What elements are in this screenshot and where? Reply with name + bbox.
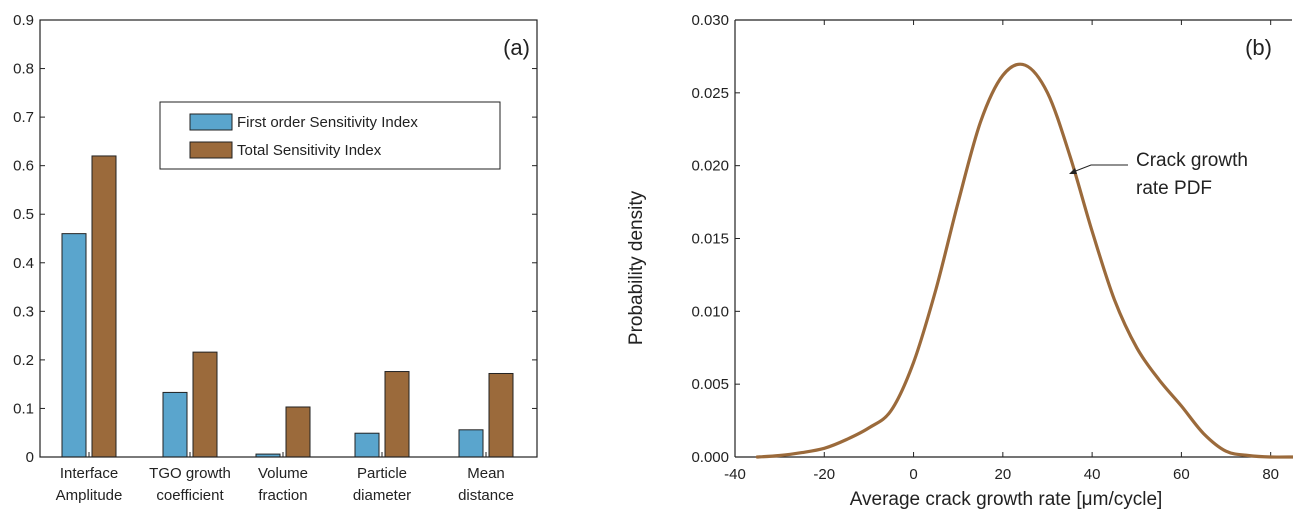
y-tick-label: 0.025 bbox=[691, 85, 729, 102]
annotation-text: Crack growth bbox=[1136, 150, 1248, 171]
x-tick-label: 80 bbox=[1262, 466, 1279, 483]
bar bbox=[192, 351, 218, 458]
y-axis-title: Probability density bbox=[626, 190, 647, 345]
y-axis-ticks: 0 0.1 0.2 0.3 0.4 0.5 0.6 0.7 0.8 0.9 bbox=[13, 12, 537, 466]
y-tick-label: 0.9 bbox=[13, 12, 34, 29]
y-tick-label: 0.1 bbox=[13, 400, 34, 417]
y-tick-label: 0.3 bbox=[13, 303, 34, 320]
y-tick-label: 0.020 bbox=[691, 158, 729, 175]
category-label: Mean bbox=[467, 465, 505, 482]
category-label: Interface bbox=[60, 465, 118, 482]
bar bbox=[91, 155, 117, 458]
y-tick-label: 0.030 bbox=[691, 12, 729, 29]
bar bbox=[384, 371, 410, 458]
legend-swatch bbox=[189, 113, 233, 131]
annotation-leader-line bbox=[1072, 164, 1128, 173]
y-tick-label: 0.5 bbox=[13, 206, 34, 223]
bar bbox=[162, 391, 188, 458]
y-tick-label: 0.4 bbox=[13, 255, 34, 272]
sensitivity-bar-chart: 0 0.1 0.2 0.3 0.4 0.5 0.6 0.7 0.8 0.9 Interface Am… bbox=[13, 12, 538, 504]
panel-label-b: (b) bbox=[1245, 35, 1272, 60]
x-tick-label: 60 bbox=[1173, 466, 1190, 483]
y-tick-label: 0.8 bbox=[13, 61, 34, 78]
annotation-arrowhead bbox=[1069, 168, 1077, 174]
pdf-curve bbox=[755, 62, 1293, 459]
category-label: Volume bbox=[258, 465, 308, 482]
bar bbox=[488, 372, 514, 458]
y-tick-label: 0.2 bbox=[13, 352, 34, 369]
y-tick-label: 0.010 bbox=[691, 303, 729, 320]
legend-label: Total Sensitivity Index bbox=[237, 142, 382, 159]
plot-frame bbox=[39, 19, 538, 458]
bar bbox=[458, 429, 484, 458]
y-tick-label: 0.000 bbox=[691, 449, 729, 466]
annotation-text: rate PDF bbox=[1136, 178, 1212, 199]
y-tick-label: 0.6 bbox=[13, 158, 34, 175]
category-label: distance bbox=[458, 487, 514, 504]
category-label: fraction bbox=[258, 487, 307, 504]
bar-group bbox=[61, 155, 514, 458]
panel-label-a: (a) bbox=[503, 35, 530, 60]
x-axis-title: Average crack growth rate [μm/cycle] bbox=[850, 489, 1163, 510]
x-tick-label: -40 bbox=[724, 466, 746, 483]
legend: First order Sensitivity Index Total Sensi… bbox=[159, 101, 501, 170]
y-tick-label: 0.005 bbox=[691, 376, 729, 393]
legend-swatch bbox=[189, 141, 233, 159]
x-tick-label: -20 bbox=[813, 466, 835, 483]
y-tick-label: 0 bbox=[26, 449, 34, 466]
x-axis-ticks: -40 -20 0 20 40 60 80 bbox=[724, 20, 1279, 483]
x-tick-label: 20 bbox=[994, 466, 1011, 483]
x-tick-label: 40 bbox=[1084, 466, 1101, 483]
bar bbox=[285, 406, 311, 458]
category-label: TGO growth bbox=[149, 465, 231, 482]
y-tick-label: 0.015 bbox=[691, 231, 729, 248]
x-tick-label: 0 bbox=[909, 466, 917, 483]
category-label: diameter bbox=[353, 487, 411, 504]
y-axis-ticks: 0.000 0.005 0.010 0.015 0.020 0.025 0.030 bbox=[691, 12, 740, 466]
x-category-labels: Interface Amplitude TGO growth coefficient V… bbox=[56, 452, 514, 504]
axes bbox=[734, 19, 1292, 458]
y-tick-label: 0.7 bbox=[13, 109, 34, 126]
curve-annotation: Crack growth rate PDF bbox=[1069, 150, 1248, 199]
category-label: coefficient bbox=[156, 487, 224, 504]
bar bbox=[354, 432, 380, 458]
category-label: Particle bbox=[357, 465, 407, 482]
bar bbox=[61, 233, 87, 458]
legend-box bbox=[159, 101, 501, 170]
legend-label: First order Sensitivity Index bbox=[237, 114, 418, 131]
category-label: Amplitude bbox=[56, 487, 123, 504]
